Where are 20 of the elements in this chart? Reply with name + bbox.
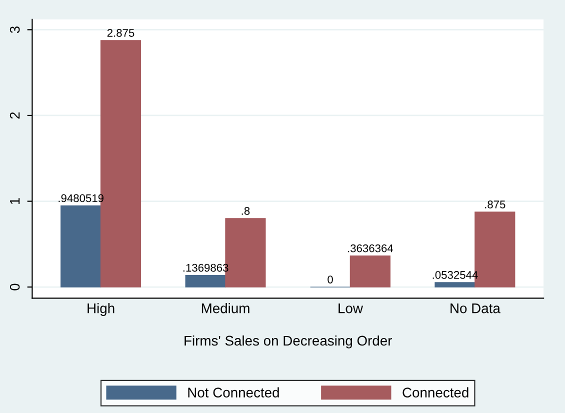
data-label: .875 (485, 200, 506, 208)
legend-label: Not Connected (188, 387, 279, 398)
x-tick-label: High (88, 303, 114, 316)
x-tick-label: Medium (202, 303, 250, 314)
x-tick-label: No Data (450, 304, 500, 314)
x-axis-title: Firms' Sales on Decreasing Order (184, 335, 392, 348)
data-label: .3636364 (348, 244, 394, 252)
data-label: .8 (242, 206, 250, 215)
data-label: 2.875 (107, 28, 134, 37)
data-label: 0 (328, 276, 333, 284)
y-tick-label: 2 (10, 112, 20, 119)
y-tick-label: 1 (10, 198, 20, 204)
y-tick-label: 0 (10, 284, 20, 290)
bar (185, 274, 226, 288)
y-tick-label: 3 (10, 26, 20, 34)
bar (350, 255, 390, 288)
bar (434, 282, 476, 288)
bar (60, 205, 102, 288)
legend-label: Connected (402, 387, 468, 398)
x-tick-label: Low (338, 304, 363, 314)
